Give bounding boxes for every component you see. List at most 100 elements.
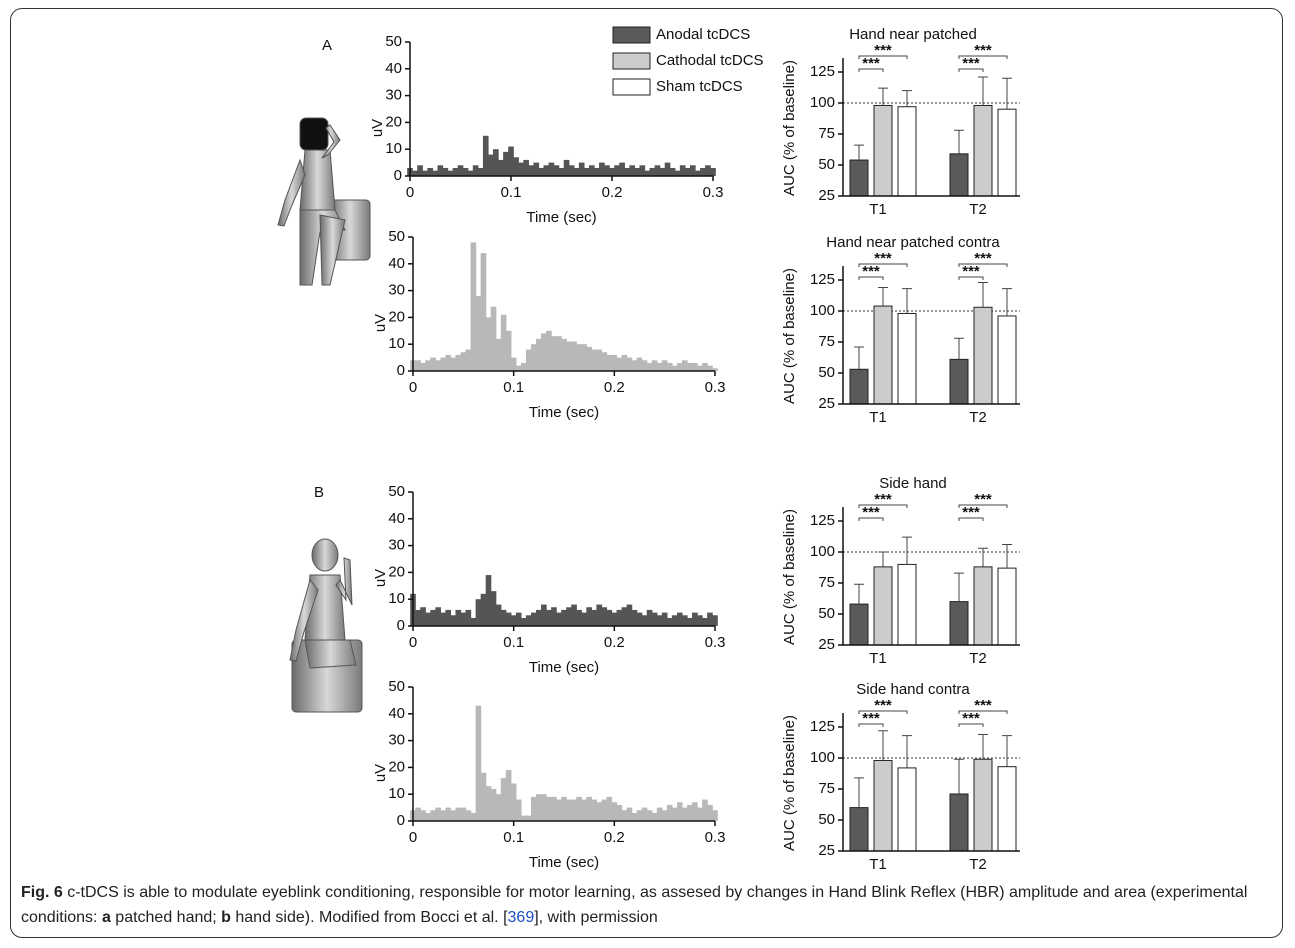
error-bar [878, 551, 888, 567]
error-bar [978, 733, 988, 760]
legend-swatch [612, 26, 651, 44]
y-axis-label: AUC (% of baseline) [781, 715, 798, 851]
y-tick-label: 20 [388, 308, 405, 325]
x-axis-label: Time (sec) [529, 404, 599, 421]
error-bar [954, 129, 964, 154]
legend-swatch [612, 78, 651, 96]
x-tick-label: 0 [409, 634, 417, 651]
signal-sample [646, 609, 653, 626]
x-tick-label: T2 [969, 409, 987, 426]
signal-sample [470, 617, 477, 626]
y-tick-label: 125 [810, 63, 835, 80]
signal-sample [571, 604, 577, 626]
signal-sample [420, 362, 426, 371]
signal-sample [493, 149, 499, 176]
significance-label: *** [874, 250, 892, 267]
error-bar [878, 286, 888, 307]
y-tick-label: 0 [397, 362, 405, 379]
signal-sample [656, 362, 663, 371]
signal-sample [674, 170, 681, 176]
signal-sample [442, 167, 449, 176]
signal-sample [707, 612, 713, 626]
signal-sample [460, 807, 467, 821]
signal-sample [596, 802, 603, 821]
y-tick-label: 50 [388, 483, 405, 500]
bar [949, 601, 969, 646]
signal-sample [520, 362, 527, 371]
caption-link[interactable]: 369 [507, 909, 535, 926]
signal-sample [430, 357, 436, 371]
signal-sample [641, 807, 648, 821]
significance-label: *** [874, 42, 892, 59]
signal-sample [636, 810, 643, 821]
y-tick-label: 10 [388, 785, 405, 802]
significance-bracket [858, 710, 908, 714]
signal-sample [611, 612, 618, 626]
chart-title: Hand near patched contra [826, 234, 1000, 251]
signal-sample [702, 362, 708, 371]
signal-sample [523, 159, 529, 176]
y-tick-label: 125 [810, 512, 835, 529]
bar [973, 758, 993, 852]
signal-sample [656, 807, 663, 821]
signal-sample [631, 812, 638, 821]
bar [997, 315, 1017, 405]
signal-sample [616, 804, 623, 821]
signal-sample [435, 607, 441, 626]
signal-sample [651, 612, 658, 626]
caption-plain: hand side). Modified from Bocci et al. [ [230, 909, 508, 926]
mannequin-a [277, 117, 371, 286]
signal-sample [415, 360, 421, 371]
signal-sample [420, 607, 426, 626]
signal-sample [621, 810, 628, 821]
signal-sample [495, 604, 502, 626]
y-tick-label: 100 [810, 94, 835, 111]
signal-sample [475, 705, 482, 821]
error-bar [902, 90, 912, 107]
signal-sample [430, 810, 436, 821]
signal-sample [457, 165, 464, 176]
signal-sample [498, 159, 504, 176]
signal-sample [571, 799, 577, 821]
significance-bracket [858, 517, 884, 521]
signal-sample [631, 609, 638, 626]
signal-sample [581, 344, 587, 371]
significance-bracket [958, 276, 984, 280]
signal-sample [561, 338, 567, 371]
significance-bracket [858, 68, 884, 72]
signal-sample [646, 810, 653, 821]
signal-sample [586, 796, 592, 821]
significance-bracket [858, 276, 884, 280]
legend-label: Anodal tcDCS [656, 26, 750, 43]
error-bar [854, 583, 864, 605]
signal-sample [626, 604, 633, 626]
signal-sample [518, 162, 524, 176]
signal-sample [644, 170, 651, 176]
signal-sample [450, 357, 457, 371]
y-tick-label: 20 [385, 113, 402, 130]
x-tick-label: 0.2 [604, 379, 625, 396]
signal-sample [477, 167, 484, 176]
signal-sample [551, 336, 557, 371]
bar [849, 368, 869, 405]
significance-label: *** [974, 42, 992, 59]
signal-sample [687, 362, 693, 371]
signal-sample [710, 167, 716, 176]
bar [849, 603, 869, 646]
signal-sample [548, 162, 555, 176]
signal-sample [432, 170, 439, 176]
signal-sample [460, 352, 467, 371]
signal-sample [500, 778, 507, 821]
figure-frame [10, 8, 1283, 938]
error-bar [854, 346, 864, 370]
signal-sample [616, 357, 623, 371]
signal-sample [530, 796, 537, 821]
chart-title: Side hand contra [856, 681, 970, 698]
signal-sample [634, 167, 641, 176]
signal-sample [601, 607, 608, 626]
signal-sample [480, 253, 487, 371]
x-tick-label: T1 [869, 856, 887, 870]
error-bar [1002, 288, 1012, 316]
signal-sample [495, 794, 502, 821]
signal-sample [606, 796, 613, 821]
